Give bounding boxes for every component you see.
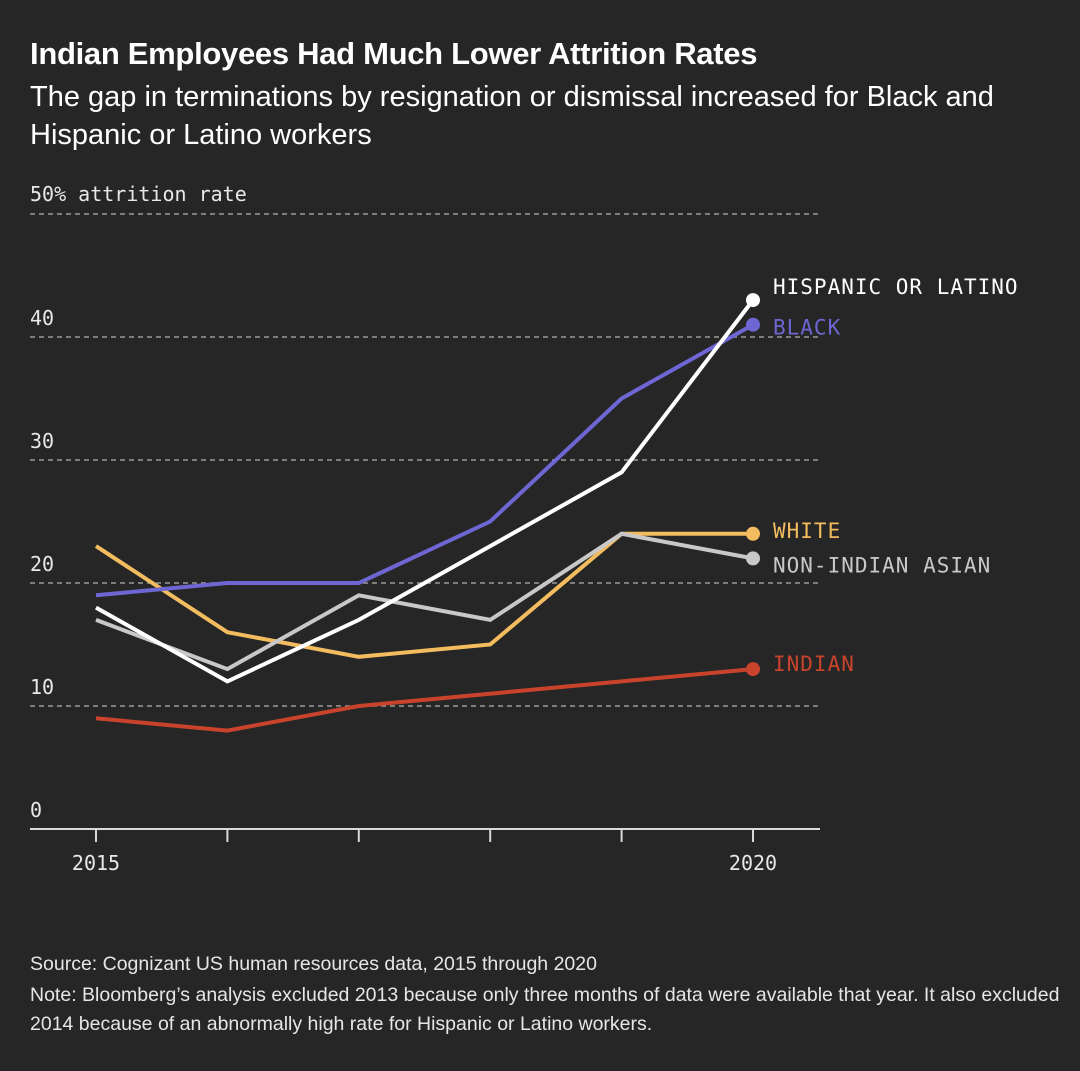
y-tick-label-40: 40: [30, 306, 54, 330]
series-line-white: [94, 531, 753, 659]
series-layer: [94, 293, 760, 733]
series-label-black: BLACK: [773, 316, 841, 340]
x-tick-label-2015: 2015: [72, 851, 120, 875]
source-note: Source: Cognizant US human resources dat…: [30, 953, 597, 975]
series-line-black: [95, 322, 754, 598]
series-label-white: WHITE: [773, 519, 841, 543]
series-line-indian: [95, 667, 754, 733]
series-endpoint-hispanic-or-latino: [746, 293, 760, 308]
series-label-indian: INDIAN: [773, 652, 855, 676]
series-line-hispanic-or-latino: [95, 298, 755, 684]
series-label-hispanic-or-latino: HISPANIC OR LATINO: [773, 275, 1019, 299]
chart-footer: Source: Cognizant US human resources dat…: [30, 950, 1070, 1039]
x-tick-label-2020: 2020: [729, 851, 777, 875]
series-endpoint-black: [746, 317, 760, 332]
y-tick-label-20: 20: [30, 552, 54, 576]
grid-layer: [30, 213, 820, 707]
series-endpoint-non-indian-asian: [746, 551, 760, 566]
methodology-note: Note: Bloomberg’s analysis excluded 2013…: [30, 984, 1060, 1035]
series-endpoint-white: [746, 526, 760, 541]
chart-title: Indian Employees Had Much Lower Attritio…: [30, 36, 758, 71]
y-tick-label-30: 30: [30, 429, 54, 453]
label-layer: 0 10 20 30 40 50% attrition rate 2015 2020 WHITE…: [30, 182, 1019, 875]
series-line-non-indian-asian: [95, 531, 754, 672]
chart-subtitle: The gap in terminations by resignation o…: [30, 81, 994, 151]
series-label-non-indian-asian: NON-INDIAN ASIAN: [773, 553, 991, 577]
y-tick-label-0: 0: [30, 798, 42, 822]
y-axis-title: 50% attrition rate: [30, 182, 247, 206]
series-endpoint-indian: [746, 662, 760, 677]
axis-layer: [30, 828, 820, 842]
y-tick-label-10: 10: [30, 675, 54, 699]
